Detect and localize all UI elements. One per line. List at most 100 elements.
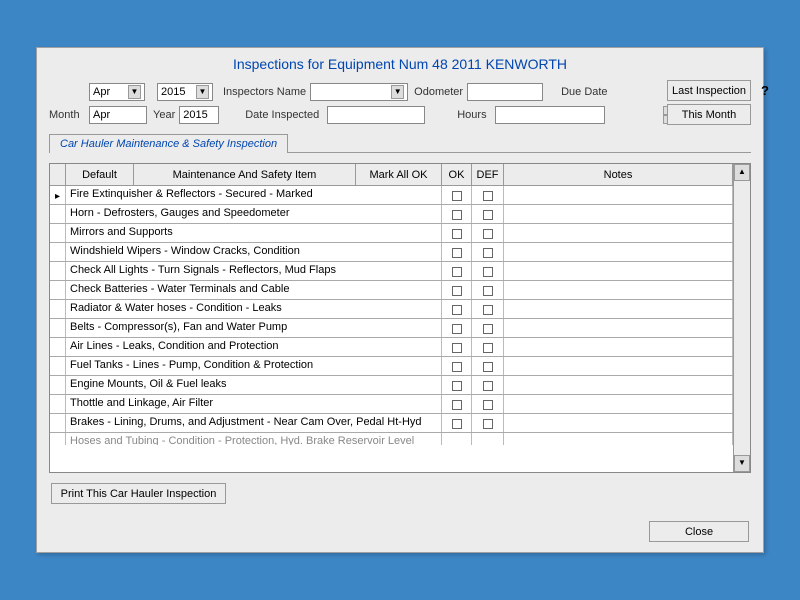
notes-cell[interactable] [504, 319, 733, 337]
date-inspected-input[interactable] [327, 106, 425, 124]
notes-cell[interactable] [504, 205, 733, 223]
item-cell: Engine Mounts, Oil & Fuel leaks [66, 376, 442, 394]
ok-cell[interactable] [442, 224, 472, 242]
table-row[interactable]: Thottle and Linkage, Air Filter [50, 395, 733, 414]
ok-cell[interactable] [442, 281, 472, 299]
table-row[interactable]: Brakes - Lining, Drums, and Adjustment -… [50, 414, 733, 433]
ok-cell[interactable] [442, 376, 472, 394]
row-marker [50, 281, 66, 299]
item-cell: Hoses and Tubing - Condition - Protectio… [66, 433, 442, 445]
notes-cell[interactable] [504, 414, 733, 432]
year-dropdown[interactable]: 2015 ▼ [157, 83, 213, 101]
table-row[interactable]: Hoses and Tubing - Condition - Protectio… [50, 433, 733, 445]
checkbox-icon [452, 400, 462, 410]
header-notes[interactable]: Notes [504, 164, 733, 185]
checkbox-icon [452, 324, 462, 334]
def-cell[interactable] [472, 395, 504, 413]
ok-cell[interactable] [442, 357, 472, 375]
grid-body: ▸Fire Extinquisher & Reflectors - Secure… [50, 186, 733, 445]
row-marker [50, 338, 66, 356]
month-dropdown[interactable]: Apr ▼ [89, 83, 145, 101]
table-row[interactable]: Engine Mounts, Oil & Fuel leaks [50, 376, 733, 395]
month-input[interactable]: Apr [89, 106, 147, 124]
ok-cell[interactable] [442, 338, 472, 356]
ok-cell[interactable] [442, 243, 472, 261]
tab-maintenance[interactable]: Car Hauler Maintenance & Safety Inspecti… [49, 134, 288, 153]
ok-cell[interactable] [442, 319, 472, 337]
header-def[interactable]: DEF [472, 164, 504, 185]
form-area: Apr ▼ 2015 ▼ Inspectors Name ▼ Odometer … [37, 82, 763, 125]
checkbox-icon [483, 381, 493, 391]
ok-cell[interactable] [442, 262, 472, 280]
help-icon[interactable]: ? [757, 83, 773, 99]
def-cell[interactable] [472, 243, 504, 261]
def-cell[interactable] [472, 414, 504, 432]
header-default[interactable]: Default [66, 164, 134, 185]
ok-cell[interactable] [442, 414, 472, 432]
due-date-label: Due Date [561, 86, 607, 98]
checkbox-icon [452, 229, 462, 239]
def-cell[interactable] [472, 357, 504, 375]
hours-input[interactable] [495, 106, 605, 124]
checkbox-icon [452, 305, 462, 315]
checkbox-icon [483, 343, 493, 353]
table-row[interactable]: Windshield Wipers - Window Cracks, Condi… [50, 243, 733, 262]
notes-cell[interactable] [504, 262, 733, 280]
inspectors-name-dropdown[interactable]: ▼ [310, 83, 408, 101]
notes-cell[interactable] [504, 376, 733, 394]
table-row[interactable]: Belts - Compressor(s), Fan and Water Pum… [50, 319, 733, 338]
notes-cell[interactable] [504, 338, 733, 356]
header-markall[interactable]: Mark All OK [356, 164, 442, 185]
header-item[interactable]: Maintenance And Safety Item [134, 164, 356, 185]
checkbox-icon [452, 381, 462, 391]
row-marker [50, 205, 66, 223]
table-row[interactable]: Fuel Tanks - Lines - Pump, Condition & P… [50, 357, 733, 376]
notes-cell[interactable] [504, 395, 733, 413]
row-marker: ▸ [50, 186, 66, 204]
def-cell[interactable] [472, 224, 504, 242]
ok-cell[interactable] [442, 205, 472, 223]
notes-cell[interactable] [504, 224, 733, 242]
odometer-input[interactable] [467, 83, 543, 101]
def-cell[interactable] [472, 186, 504, 204]
table-row[interactable]: Radiator & Water hoses - Condition - Lea… [50, 300, 733, 319]
item-cell: Check All Lights - Turn Signals - Reflec… [66, 262, 442, 280]
vertical-scrollbar[interactable]: ▲ ▼ [733, 164, 750, 472]
ok-cell[interactable] [442, 186, 472, 204]
notes-cell[interactable] [504, 300, 733, 318]
inspection-window: Inspections for Equipment Num 48 2011 KE… [36, 47, 764, 553]
this-month-button[interactable]: This Month [667, 104, 751, 125]
def-cell[interactable] [472, 205, 504, 223]
ok-cell[interactable] [442, 300, 472, 318]
checkbox-icon [452, 286, 462, 296]
ok-cell[interactable] [442, 395, 472, 413]
notes-cell[interactable] [504, 357, 733, 375]
notes-cell[interactable] [504, 243, 733, 261]
table-row[interactable]: Check Batteries - Water Terminals and Ca… [50, 281, 733, 300]
table-row[interactable]: Horn - Defrosters, Gauges and Speedomete… [50, 205, 733, 224]
item-cell: Check Batteries - Water Terminals and Ca… [66, 281, 442, 299]
scroll-up-icon: ▲ [734, 164, 750, 181]
close-button[interactable]: Close [649, 521, 749, 542]
table-row[interactable]: Air Lines - Leaks, Condition and Protect… [50, 338, 733, 357]
def-cell[interactable] [472, 300, 504, 318]
def-cell[interactable] [472, 262, 504, 280]
table-row[interactable]: Mirrors and Supports [50, 224, 733, 243]
year-input[interactable]: 2015 [179, 106, 219, 124]
right-buttons: Last Inspection ? This Month [667, 80, 751, 125]
date-inspected-label: Date Inspected [245, 109, 319, 121]
last-inspection-button[interactable]: Last Inspection [667, 80, 751, 101]
table-row[interactable]: ▸Fire Extinquisher & Reflectors - Secure… [50, 186, 733, 205]
notes-cell[interactable] [504, 186, 733, 204]
def-cell[interactable] [472, 338, 504, 356]
def-cell[interactable] [472, 376, 504, 394]
checkbox-icon [483, 248, 493, 258]
header-ok[interactable]: OK [442, 164, 472, 185]
print-button[interactable]: Print This Car Hauler Inspection [51, 483, 226, 504]
notes-cell[interactable] [504, 281, 733, 299]
def-cell[interactable] [472, 281, 504, 299]
def-cell[interactable] [472, 319, 504, 337]
row-marker [50, 224, 66, 242]
year-label: Year [153, 109, 175, 121]
table-row[interactable]: Check All Lights - Turn Signals - Reflec… [50, 262, 733, 281]
